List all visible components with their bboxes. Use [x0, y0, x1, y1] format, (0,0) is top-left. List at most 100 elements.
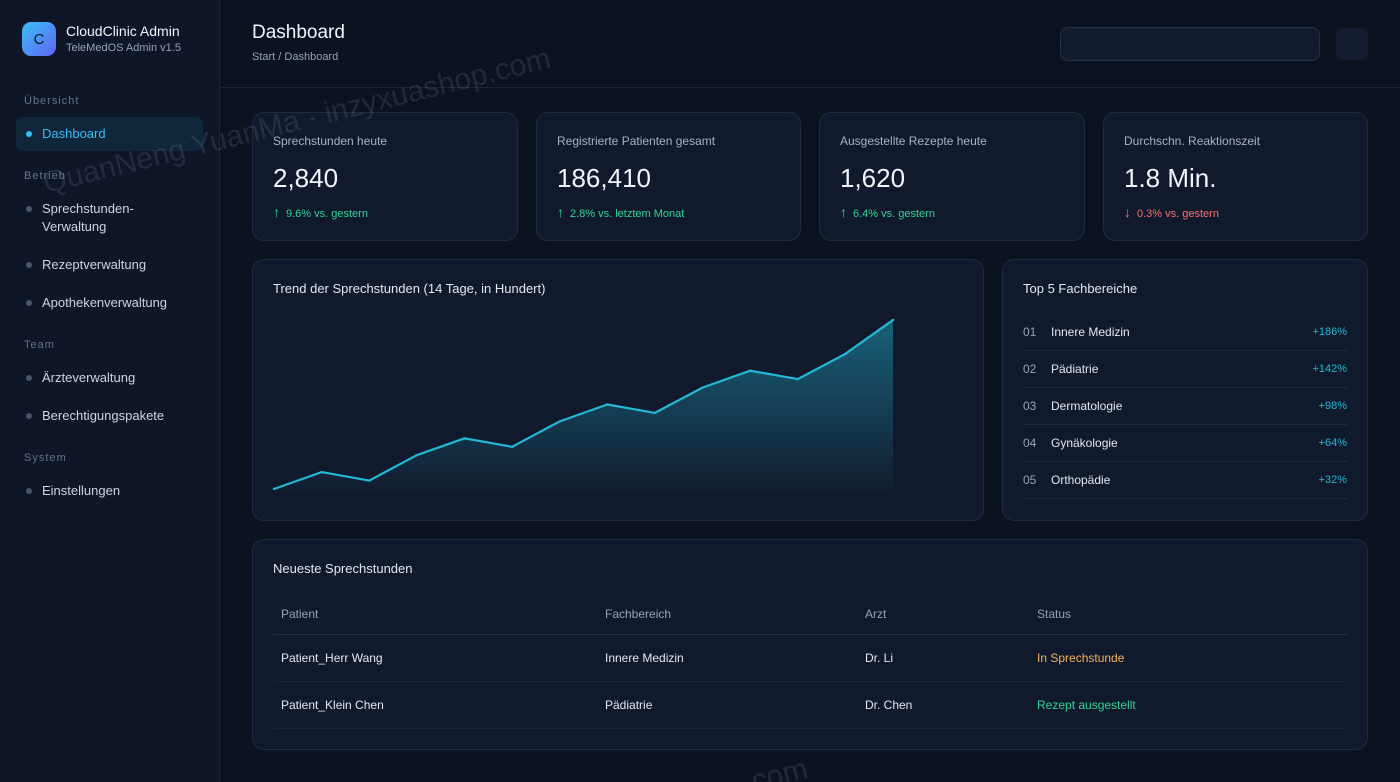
brand[interactable]: C CloudClinic Admin TeleMedOS Admin v1.5: [22, 22, 181, 56]
page-title: Dashboard: [252, 22, 345, 43]
department-name: Dermatologie: [1051, 399, 1123, 413]
column-header-arzt: Arzt: [857, 595, 1029, 635]
trend-line: [273, 319, 894, 491]
status-badge: Rezept ausgestellt: [1029, 681, 1347, 729]
kpi-value: 186,410: [557, 163, 651, 193]
kpi-change: ↑ 6.4% vs. gestern: [840, 204, 935, 220]
top-departments-title: Top 5 Fachbereiche: [1023, 281, 1138, 296]
trend-point: [558, 420, 561, 423]
sidebar-item-label: Einstellungen: [42, 483, 121, 498]
rank-number: 05: [1023, 473, 1037, 487]
bullet-icon: [26, 131, 32, 137]
bullet-icon: [26, 262, 32, 268]
kpi-label: Registrierte Patienten gesamt: [557, 134, 716, 148]
breadcrumb[interactable]: Start / Dashboard: [252, 51, 339, 63]
kpi-value: 1.8 Min.: [1124, 163, 1217, 193]
sidebar-item-label: Rezeptverwaltung: [42, 257, 147, 272]
trend-point: [415, 454, 419, 457]
trend-chart: [272, 318, 895, 491]
brand-subtitle: TeleMedOS Admin v1.5: [66, 42, 181, 54]
table-row[interactable]: Patient_Herr Wang Innere Medizin Dr. Li …: [273, 634, 1347, 682]
nav-section-team: Team: [24, 339, 55, 351]
kpi-value: 2,840: [273, 163, 339, 193]
column-header-fachbereich: Fachbereich: [597, 595, 857, 635]
department-name: Pädiatrie: [1051, 362, 1099, 376]
trend-point: [891, 318, 895, 322]
department-name: Orthopädie: [1051, 473, 1111, 487]
search-input[interactable]: [1060, 27, 1320, 61]
department-growth: +32%: [1318, 474, 1347, 486]
bullet-icon: [26, 206, 32, 212]
arrow-down-icon: ↓: [1124, 204, 1131, 220]
sidebar-item-aerzte[interactable]: Ärzteverwaltung: [16, 361, 203, 395]
sidebar-item-dashboard[interactable]: Dashboard: [16, 117, 203, 151]
trend-area: [274, 320, 893, 490]
header-action-button[interactable]: [1336, 28, 1368, 60]
sidebar-item-label: Ärzteverwaltung: [42, 370, 136, 385]
department-name: Innere Medizin: [1051, 325, 1130, 339]
kpi-card-sprechstunden: Sprechstunden heute 2,840 ↑ 9.6% vs. gest…: [252, 112, 518, 241]
cell-arzt: Dr. Li: [857, 634, 1029, 682]
department-growth: +186%: [1312, 326, 1347, 338]
sidebar-item-berechtigungen[interactable]: Berechtigungspakete: [16, 399, 203, 433]
kpi-label: Sprechstunden heute: [273, 134, 388, 148]
cell-patient: Patient_Herr Wang: [273, 634, 597, 682]
department-growth: +142%: [1312, 363, 1347, 375]
kpi-change: ↑ 2.8% vs. letztem Monat: [557, 204, 685, 220]
trend-point: [510, 445, 514, 448]
recent-consultations-card: Neueste Sprechstunden Patient Fachbereic…: [252, 539, 1368, 750]
trend-point: [844, 352, 847, 355]
header: Dashboard Start / Dashboard: [220, 0, 1400, 88]
trend-point: [320, 470, 323, 474]
top-departments-card: Top 5 Fachbereiche 01 Innere Medizin +18…: [1002, 259, 1368, 521]
trend-point: [463, 437, 466, 440]
department-growth: +98%: [1318, 400, 1347, 412]
kpi-card-patienten: Registrierte Patienten gesamt 186,410 ↑ 2…: [536, 112, 801, 241]
sidebar: C CloudClinic Admin TeleMedOS Admin v1.5…: [0, 0, 220, 782]
list-item[interactable]: 02 Pädiatrie +142%: [1023, 351, 1347, 388]
nav-section-uebersicht: Übersicht: [24, 95, 80, 107]
sidebar-item-label: Apothekenverwaltung: [42, 295, 168, 310]
rank-number: 01: [1023, 325, 1037, 339]
kpi-change: ↓ 0.3% vs. gestern: [1124, 204, 1219, 220]
bullet-icon: [26, 300, 32, 306]
bullet-icon: [26, 488, 32, 494]
trend-point: [368, 479, 371, 482]
table-title: Neueste Sprechstunden: [273, 561, 413, 576]
trend-point: [272, 487, 276, 491]
table-row[interactable]: Patient_Klein Chen Pädiatrie Dr. Chen Re…: [273, 681, 1347, 729]
chart-title: Trend der Sprechstunden (14 Tage, in Hun…: [273, 281, 546, 296]
cell-arzt: Dr. Chen: [857, 681, 1029, 729]
column-header-patient: Patient: [273, 595, 597, 635]
bullet-icon: [26, 413, 32, 419]
sidebar-item-rezepte[interactable]: Rezeptverwaltung: [16, 248, 203, 282]
arrow-up-icon: ↑: [273, 204, 280, 220]
sidebar-item-einstellungen[interactable]: Einstellungen: [16, 474, 203, 508]
trend-point: [796, 377, 799, 381]
consultations-table: Patient Fachbereich Arzt Status Patient_…: [273, 595, 1347, 729]
table-header-row: Patient Fachbereich Arzt Status: [273, 595, 1347, 635]
list-item[interactable]: 04 Gynäkologie +64%: [1023, 425, 1347, 462]
sidebar-item-sprechstunden[interactable]: Sprechstunden-Verwaltung: [16, 192, 146, 244]
arrow-up-icon: ↑: [557, 204, 564, 220]
sidebar-item-label: Dashboard: [42, 126, 106, 141]
rank-number: 03: [1023, 399, 1037, 413]
rank-number: 04: [1023, 436, 1037, 450]
sidebar-item-label: Berechtigungspakete: [42, 408, 165, 423]
list-item[interactable]: 03 Dermatologie +98%: [1023, 388, 1347, 425]
column-header-status: Status: [1029, 595, 1347, 635]
list-item[interactable]: 01 Innere Medizin +186%: [1023, 314, 1347, 351]
arrow-up-icon: ↑: [840, 204, 847, 220]
brand-logo: C: [22, 22, 56, 56]
kpi-label: Ausgestellte Rezepte heute: [840, 134, 987, 148]
kpi-label: Durchschn. Reaktionszeit: [1124, 134, 1261, 148]
cell-patient: Patient_Klein Chen: [273, 681, 597, 729]
kpi-card-reaktionszeit: Durchschn. Reaktionszeit 1.8 Min. ↓ 0.3% …: [1103, 112, 1368, 241]
cell-fachbereich: Pädiatrie: [597, 681, 857, 729]
sidebar-item-label: Sprechstunden-Verwaltung: [42, 201, 134, 234]
bullet-icon: [26, 375, 32, 381]
trend-point: [653, 411, 657, 415]
kpi-change: ↑ 9.6% vs. gestern: [273, 204, 368, 220]
sidebar-item-apotheken[interactable]: Apothekenverwaltung: [16, 286, 203, 320]
list-item[interactable]: 05 Orthopädie +32%: [1023, 462, 1347, 499]
